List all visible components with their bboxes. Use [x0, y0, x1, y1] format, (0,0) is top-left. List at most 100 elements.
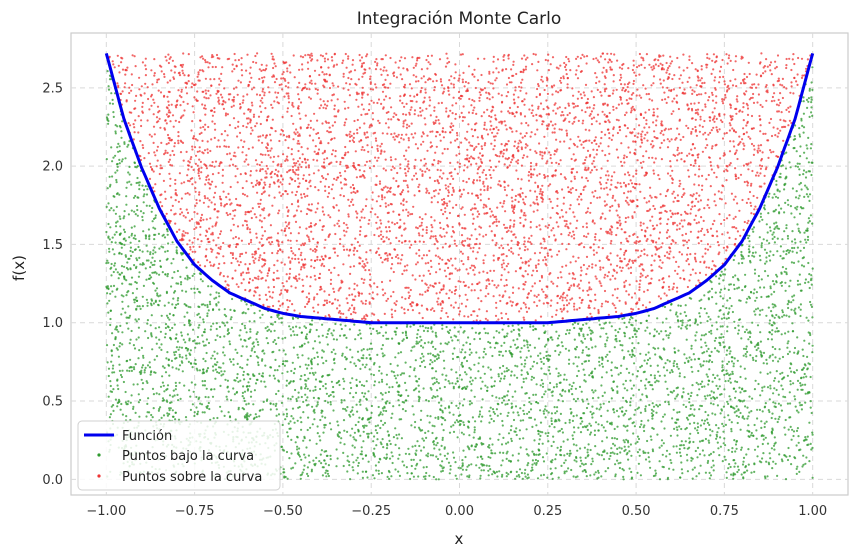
point-under-curve — [470, 463, 473, 466]
point-under-curve — [281, 395, 284, 398]
point-under-curve — [713, 376, 717, 380]
point-under-curve — [443, 446, 446, 449]
point-under-curve — [583, 373, 586, 376]
point-under-curve — [155, 287, 159, 290]
point-under-curve — [198, 305, 201, 309]
point-under-curve — [579, 465, 582, 468]
point-under-curve — [695, 331, 698, 334]
point-under-curve — [192, 328, 195, 331]
point-under-curve — [198, 324, 201, 327]
point-under-curve — [256, 331, 259, 334]
point-under-curve — [684, 304, 687, 307]
point-under-curve — [201, 384, 205, 387]
point-under-curve — [182, 338, 185, 341]
point-under-curve — [252, 403, 255, 406]
point-under-curve — [187, 348, 190, 351]
point-under-curve — [557, 399, 560, 402]
point-under-curve — [208, 407, 211, 411]
point-under-curve — [324, 387, 327, 390]
point-under-curve — [122, 217, 125, 220]
point-under-curve — [511, 454, 514, 457]
point-under-curve — [685, 405, 688, 408]
point-under-curve — [255, 378, 258, 381]
point-under-curve — [688, 441, 691, 444]
point-over-curve — [609, 278, 612, 281]
point-under-curve — [120, 313, 123, 316]
point-under-curve — [522, 409, 525, 412]
point-under-curve — [767, 409, 770, 412]
point-under-curve — [297, 406, 300, 409]
point-under-curve — [316, 351, 319, 354]
point-under-curve — [121, 331, 124, 334]
point-under-curve — [290, 415, 293, 418]
point-under-curve — [129, 338, 132, 341]
point-under-curve — [365, 380, 368, 383]
point-under-curve — [331, 368, 334, 371]
point-under-curve — [759, 215, 763, 218]
point-under-curve — [202, 303, 205, 306]
point-under-curve — [799, 308, 802, 311]
point-under-curve — [807, 195, 810, 198]
point-under-curve — [292, 380, 295, 383]
point-under-curve — [503, 341, 506, 344]
point-under-curve — [691, 468, 694, 471]
point-over-curve — [295, 162, 298, 165]
point-under-curve — [785, 227, 788, 230]
point-under-curve — [587, 443, 590, 446]
point-under-curve — [784, 332, 787, 335]
point-under-curve — [628, 318, 632, 321]
point-under-curve — [144, 330, 147, 333]
point-under-curve — [461, 348, 464, 351]
point-under-curve — [303, 435, 306, 438]
point-under-curve — [286, 431, 289, 434]
point-under-curve — [115, 325, 118, 328]
point-under-curve — [756, 307, 760, 310]
point-under-curve — [416, 440, 419, 443]
point-under-curve — [805, 186, 808, 189]
point-under-curve — [495, 330, 498, 333]
point-under-curve — [377, 469, 380, 472]
point-under-curve — [225, 315, 228, 318]
point-under-curve — [284, 336, 287, 339]
point-under-curve — [637, 327, 640, 330]
point-under-curve — [109, 384, 112, 388]
point-under-curve — [205, 369, 209, 372]
point-under-curve — [129, 358, 132, 361]
point-under-curve — [268, 374, 271, 377]
point-under-curve — [398, 453, 401, 456]
point-under-curve — [461, 468, 464, 471]
point-under-curve — [201, 380, 204, 383]
point-under-curve — [719, 274, 722, 277]
point-under-curve — [358, 400, 361, 403]
point-under-curve — [716, 328, 719, 331]
point-under-curve — [709, 474, 713, 477]
point-under-curve — [803, 151, 806, 154]
point-under-curve — [193, 411, 196, 414]
point-under-curve — [436, 441, 439, 445]
point-under-curve — [777, 380, 780, 383]
point-under-curve — [685, 314, 688, 317]
point-under-curve — [555, 410, 559, 413]
points-over-curve — [108, 52, 812, 324]
point-under-curve — [359, 398, 362, 401]
point-under-curve — [272, 403, 275, 406]
point-under-curve — [342, 387, 345, 390]
point-under-curve — [327, 374, 330, 377]
point-under-curve — [433, 381, 436, 385]
point-over-curve — [384, 185, 387, 188]
point-under-curve — [796, 427, 800, 430]
point-under-curve — [773, 222, 776, 225]
point-under-curve — [461, 459, 464, 462]
point-under-curve — [787, 203, 790, 206]
point-under-curve — [809, 375, 812, 379]
point-under-curve — [469, 400, 472, 403]
point-under-curve — [203, 328, 206, 331]
point-under-curve — [545, 452, 548, 455]
point-under-curve — [432, 383, 435, 386]
point-under-curve — [222, 322, 225, 325]
point-under-curve — [500, 464, 503, 467]
point-under-curve — [571, 434, 574, 437]
point-under-curve — [718, 385, 721, 388]
point-under-curve — [656, 364, 659, 367]
point-under-curve — [660, 439, 664, 442]
